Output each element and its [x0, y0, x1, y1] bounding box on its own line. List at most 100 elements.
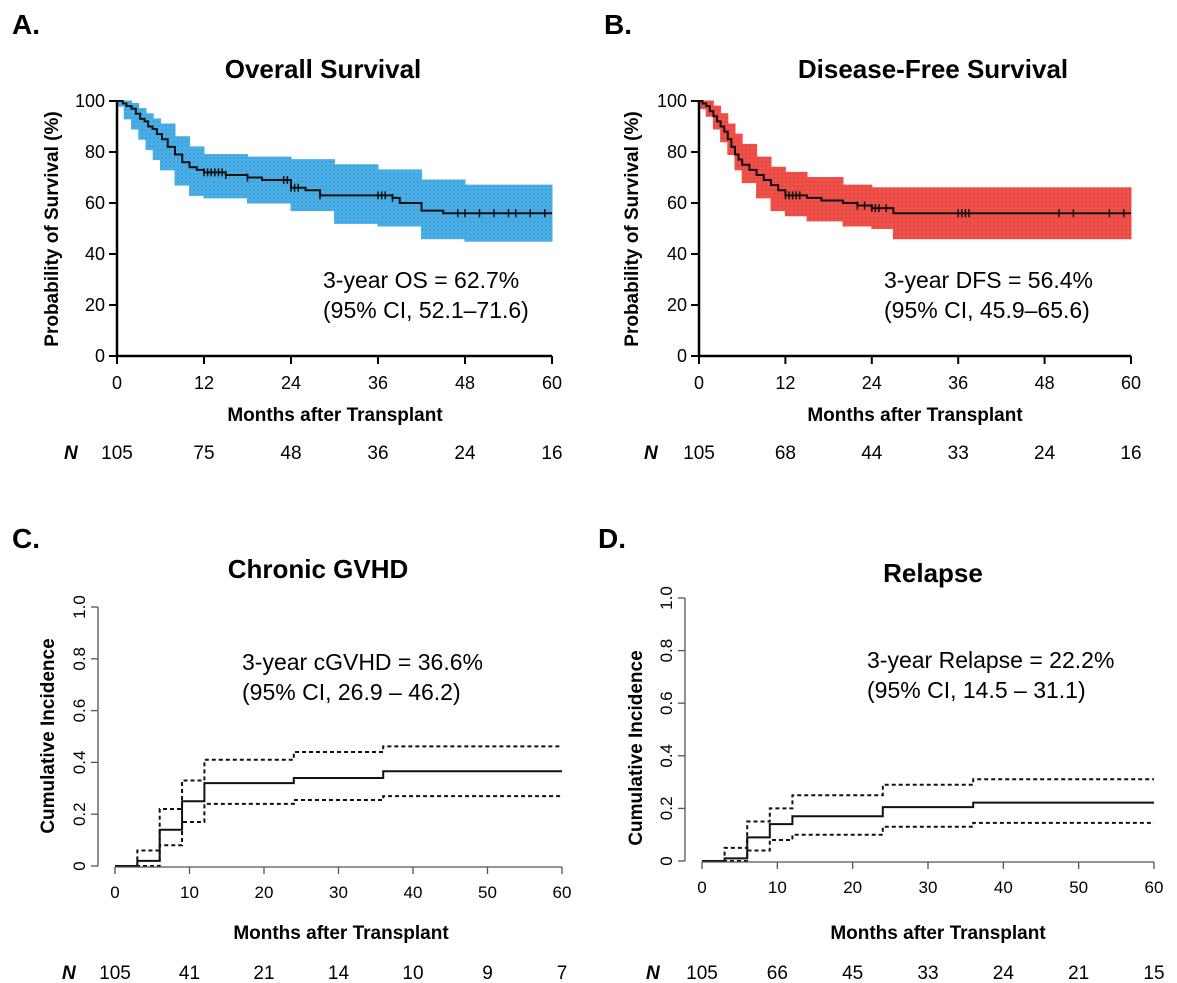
- panel-letter: C.: [12, 523, 40, 554]
- panel-d: D. Relapse 0 0.2 0.4 0.6 0.8 1.0 0 10 20 30 40 50 60…: [598, 523, 1165, 983]
- at-risk-value: 10: [402, 963, 423, 983]
- at-risk-value: 44: [861, 443, 883, 464]
- ci-lower-line: [115, 795, 562, 867]
- x-tick-label: 20: [255, 883, 274, 902]
- at-risk-value: 105: [99, 963, 131, 983]
- annotation-estimate: 3-year cGVHD = 36.6%: [242, 649, 483, 675]
- at-risk-value: 21: [1068, 963, 1089, 983]
- y-tick-label: 1.0: [657, 586, 676, 610]
- x-tick-label: 12: [194, 373, 214, 393]
- x-tick-label: 48: [455, 373, 475, 393]
- annotation-estimate: 3-year Relapse = 22.2%: [867, 647, 1114, 673]
- y-tick-label: 0: [95, 346, 105, 366]
- x-tick-label: 36: [368, 373, 388, 393]
- panel-letter: D.: [598, 523, 626, 554]
- at-risk-value: 24: [1034, 443, 1056, 464]
- ci-band: [116, 100, 553, 242]
- x-tick-label: 60: [1121, 373, 1141, 393]
- y-tick-label: 0.8: [70, 647, 89, 671]
- at-risk-value: 33: [948, 443, 969, 464]
- annotation-ci: (95% CI, 45.9–65.6): [884, 297, 1090, 323]
- x-tick-label: 40: [994, 878, 1013, 897]
- at-risk-value: 14: [328, 963, 350, 983]
- plot-area: 0 20 40 60 80 100 0 12 24 36 48 60: [75, 91, 562, 393]
- y-tick-label: 60: [667, 193, 687, 213]
- x-tick-label: 60: [553, 883, 572, 902]
- y-tick-label: 0.4: [657, 744, 676, 768]
- panel-b: B. Disease-Free Survival 0 20 40 60 80 100 0 12…: [604, 9, 1142, 464]
- x-axis-label: Months after Transplant: [807, 405, 1023, 426]
- x-tick-label: 12: [775, 373, 795, 393]
- y-tick-label: 40: [85, 244, 105, 264]
- ci-band: [698, 100, 1132, 240]
- at-risk-value: 9: [482, 963, 493, 983]
- chart-title: Overall Survival: [225, 54, 422, 84]
- x-tick-label: 24: [281, 373, 301, 393]
- at-risk-value: 66: [767, 963, 788, 983]
- at-risk-value: 105: [101, 443, 133, 464]
- at-risk-value: 33: [917, 963, 938, 983]
- x-axis-label: Months after Transplant: [233, 923, 449, 944]
- x-tick-label: 0: [110, 883, 119, 902]
- at-risk-value: 16: [541, 443, 562, 464]
- at-risk-label: N: [644, 443, 659, 464]
- panel-letter: B.: [604, 9, 632, 40]
- at-risk-value: 105: [686, 963, 718, 983]
- y-tick-label: 0.4: [70, 751, 89, 775]
- incidence-line: [115, 770, 562, 867]
- panel-a: A. Overall Survival 0 20 40 60 80 100 0 12 24 36 4…: [12, 9, 563, 464]
- x-tick-label: 50: [478, 883, 497, 902]
- at-risk-label: N: [646, 963, 661, 983]
- y-tick-label: 0.6: [70, 699, 89, 723]
- annotation-estimate: 3-year DFS = 56.4%: [884, 267, 1093, 293]
- at-risk-row: 105 41 21 14 10 9 7: [99, 963, 567, 983]
- chart-title: Chronic GVHD: [228, 554, 409, 584]
- x-tick-label: 10: [180, 883, 199, 902]
- at-risk-row: 105 66 45 33 24 21 15: [686, 963, 1164, 983]
- at-risk-value: 48: [280, 443, 301, 464]
- at-risk-value: 105: [683, 443, 715, 464]
- y-tick-label: 0: [677, 346, 687, 366]
- y-axis-label: Probability of Survival (%): [622, 111, 643, 346]
- annotation-ci: (95% CI, 26.9 – 46.2): [242, 679, 461, 705]
- x-tick-label: 0: [694, 373, 704, 393]
- y-tick-label: 0.2: [657, 797, 676, 821]
- at-risk-value: 15: [1143, 963, 1164, 983]
- at-risk-row: 105 75 48 36 24 16: [101, 443, 562, 464]
- y-tick-label: 20: [667, 295, 687, 315]
- chart-title: Relapse: [883, 558, 983, 588]
- y-tick-label: 80: [667, 142, 687, 162]
- panel-letter: A.: [12, 9, 40, 40]
- plot-area: 0 0.2 0.4 0.6 0.8 1.0 0 10 20 30 40 50 60: [70, 595, 571, 902]
- y-tick-label: 100: [75, 91, 105, 111]
- x-tick-label: 24: [862, 373, 882, 393]
- at-risk-value: 45: [842, 963, 863, 983]
- annotation-ci: (95% CI, 52.1–71.6): [323, 297, 529, 323]
- y-tick-label: 60: [85, 193, 105, 213]
- at-risk-label: N: [62, 963, 77, 983]
- x-tick-label: 30: [329, 883, 348, 902]
- y-axis-label: Cumulative Incidence: [38, 638, 59, 833]
- survival-line: [699, 100, 1131, 215]
- x-tick-label: 0: [112, 373, 122, 393]
- y-tick-label: 0: [657, 856, 676, 865]
- x-tick-label: 40: [404, 883, 423, 902]
- at-risk-value: 16: [1120, 443, 1141, 464]
- y-tick-label: 0.8: [657, 639, 676, 663]
- at-risk-value: 7: [557, 963, 568, 983]
- y-tick-label: 1.0: [70, 595, 89, 619]
- at-risk-value: 68: [775, 443, 796, 464]
- y-tick-label: 20: [85, 295, 105, 315]
- at-risk-row: 105 68 44 33 24 16: [683, 443, 1141, 464]
- survival-line: [117, 100, 552, 215]
- y-tick-label: 0.2: [70, 802, 89, 826]
- y-tick-label: 0.6: [657, 691, 676, 715]
- y-axis-label: Cumulative Incidence: [626, 650, 647, 845]
- plot-area: 0 0.2 0.4 0.6 0.8 1.0 0 10 20 30 40 50 60: [657, 586, 1163, 897]
- at-risk-label: N: [64, 443, 79, 464]
- at-risk-value: 24: [993, 963, 1015, 983]
- ci-upper-line: [702, 778, 1154, 862]
- y-tick-label: 80: [85, 142, 105, 162]
- x-tick-label: 60: [542, 373, 562, 393]
